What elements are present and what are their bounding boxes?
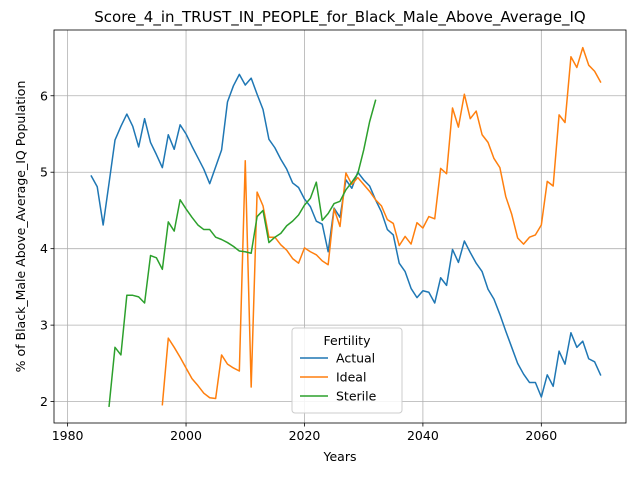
series-line-sterile xyxy=(108,99,377,408)
x-tick-label: 2060 xyxy=(525,428,557,443)
legend-title: Fertility xyxy=(324,333,372,348)
y-tick-label: 2 xyxy=(40,394,48,409)
x-tick-label: 2020 xyxy=(289,428,321,443)
y-tick-label: 3 xyxy=(40,318,48,333)
legend: Fertility Actual Ideal Sterile xyxy=(291,327,403,414)
y-tick-label: 6 xyxy=(40,88,48,103)
x-axis-label: Years xyxy=(323,449,357,464)
x-tick-label: 2000 xyxy=(170,428,202,443)
legend-box xyxy=(291,327,403,414)
series-line-ideal xyxy=(161,46,602,406)
series-line-actual xyxy=(90,73,602,398)
legend-entry: Sterile xyxy=(336,389,377,404)
y-tick-label: 4 xyxy=(40,241,48,256)
x-tick-label: 2040 xyxy=(407,428,439,443)
plot-area xyxy=(53,29,627,424)
legend-entry: Actual xyxy=(336,351,375,366)
axis-ticks: 1980 2000 2020 2040 2060 2 3 4 5 6 xyxy=(40,88,557,443)
legend-entry: Ideal xyxy=(336,370,366,385)
x-tick-label: 1980 xyxy=(52,428,84,443)
chart-title: Score_4_in_TRUST_IN_PEOPLE_for_Black_Mal… xyxy=(94,8,585,27)
y-axis-label: % of Black_Male Above_Average_IQ Populat… xyxy=(13,81,28,373)
y-tick-label: 5 xyxy=(40,165,48,180)
series-layer xyxy=(90,46,602,408)
